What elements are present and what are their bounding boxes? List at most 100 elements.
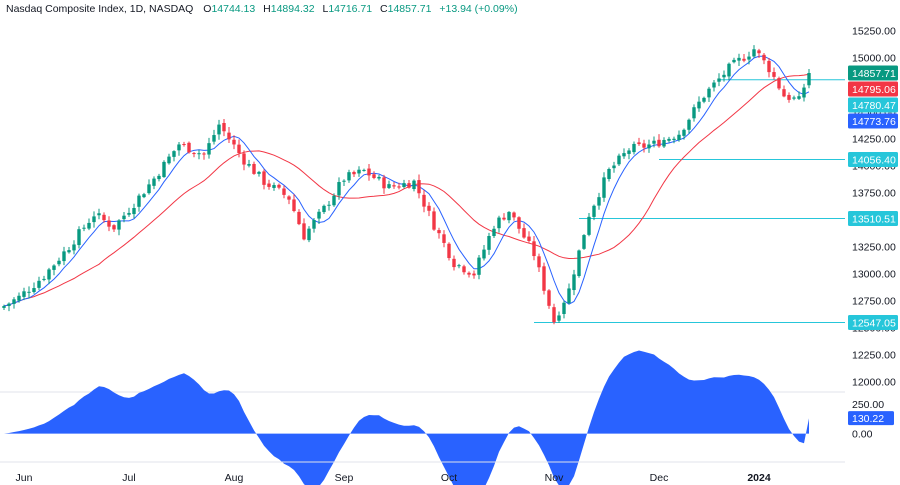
candle[interactable] — [747, 51, 751, 65]
candle[interactable] — [522, 223, 526, 239]
candle[interactable] — [2, 304, 6, 310]
candle[interactable] — [82, 224, 86, 232]
candle[interactable] — [297, 209, 301, 226]
candle[interactable] — [692, 104, 696, 122]
candle[interactable] — [32, 282, 36, 294]
candle[interactable] — [197, 149, 201, 160]
candle[interactable] — [232, 135, 236, 150]
candle[interactable] — [477, 255, 481, 280]
candle[interactable] — [512, 211, 516, 221]
candle[interactable] — [442, 230, 446, 248]
candle[interactable] — [112, 224, 116, 233]
candle[interactable] — [472, 270, 476, 279]
candlesticks[interactable] — [2, 45, 811, 325]
candle[interactable] — [447, 242, 451, 261]
candle[interactable] — [52, 264, 56, 276]
candle[interactable] — [527, 231, 531, 243]
candle[interactable] — [317, 209, 321, 225]
candle[interactable] — [322, 204, 326, 214]
candle[interactable] — [137, 193, 141, 212]
candle[interactable] — [642, 139, 646, 153]
candle[interactable] — [202, 152, 206, 160]
candle[interactable] — [397, 182, 401, 190]
candle[interactable] — [682, 128, 686, 140]
candle[interactable] — [37, 276, 41, 291]
candle[interactable] — [762, 52, 766, 65]
candle[interactable] — [602, 172, 606, 202]
time-axis[interactable]: Jun Jul Aug Sep Oct Nov Dec 2024 — [0, 461, 845, 484]
candle[interactable] — [587, 213, 591, 237]
candle[interactable] — [657, 134, 661, 148]
candle[interactable] — [72, 240, 76, 255]
candle[interactable] — [547, 289, 551, 309]
candle[interactable] — [572, 269, 576, 296]
candle[interactable] — [17, 292, 21, 303]
candle[interactable] — [767, 57, 771, 78]
candle[interactable] — [117, 219, 121, 236]
candle[interactable] — [182, 141, 186, 147]
candle[interactable] — [292, 194, 296, 213]
candle[interactable] — [672, 136, 676, 144]
candle[interactable] — [787, 92, 791, 103]
candle[interactable] — [402, 179, 406, 189]
candle[interactable] — [47, 267, 51, 285]
candle[interactable] — [647, 139, 651, 153]
candle[interactable] — [577, 249, 581, 278]
candle[interactable] — [422, 189, 426, 213]
candle[interactable] — [797, 91, 801, 101]
candle[interactable] — [127, 207, 131, 217]
candle[interactable] — [782, 85, 786, 98]
candle[interactable] — [792, 95, 796, 101]
candle[interactable] — [772, 67, 776, 80]
candle[interactable] — [237, 139, 241, 158]
candle[interactable] — [382, 174, 386, 194]
candle[interactable] — [802, 83, 806, 102]
candle[interactable] — [452, 255, 456, 271]
candle[interactable] — [487, 232, 491, 255]
candle[interactable] — [167, 153, 171, 165]
candle[interactable] — [592, 204, 596, 221]
candle[interactable] — [777, 76, 781, 91]
candle[interactable] — [557, 311, 561, 323]
candle[interactable] — [362, 168, 366, 172]
candle[interactable] — [367, 164, 371, 181]
candle[interactable] — [632, 141, 636, 155]
candle[interactable] — [352, 170, 356, 177]
candle[interactable] — [222, 119, 226, 137]
candle[interactable] — [737, 53, 741, 66]
candle[interactable] — [57, 257, 61, 267]
candle[interactable] — [807, 69, 811, 89]
candle[interactable] — [417, 174, 421, 199]
candle[interactable] — [712, 79, 716, 92]
candle[interactable] — [252, 161, 256, 175]
candle[interactable] — [707, 86, 711, 103]
candle[interactable] — [652, 136, 656, 148]
candle[interactable] — [287, 195, 291, 205]
candle[interactable] — [12, 297, 16, 309]
candle[interactable] — [27, 286, 31, 299]
candle[interactable] — [677, 130, 681, 142]
candle[interactable] — [377, 174, 381, 181]
candle[interactable] — [247, 159, 251, 168]
candle[interactable] — [432, 207, 436, 231]
candle[interactable] — [187, 141, 191, 154]
candle[interactable] — [742, 54, 746, 63]
candle[interactable] — [662, 137, 666, 149]
candle[interactable] — [67, 247, 71, 254]
candle[interactable] — [752, 45, 756, 58]
candle[interactable] — [612, 161, 616, 173]
candle[interactable] — [282, 185, 286, 199]
candle[interactable] — [687, 118, 691, 134]
candle[interactable] — [267, 179, 271, 190]
candle[interactable] — [227, 127, 231, 143]
candle[interactable] — [97, 208, 101, 220]
candle[interactable] — [387, 180, 391, 190]
candle[interactable] — [92, 211, 96, 228]
candle[interactable] — [567, 283, 571, 305]
candle[interactable] — [102, 212, 106, 223]
candle[interactable] — [212, 129, 216, 145]
candle[interactable] — [482, 244, 486, 261]
candle[interactable] — [697, 96, 701, 112]
candle[interactable] — [217, 119, 221, 140]
